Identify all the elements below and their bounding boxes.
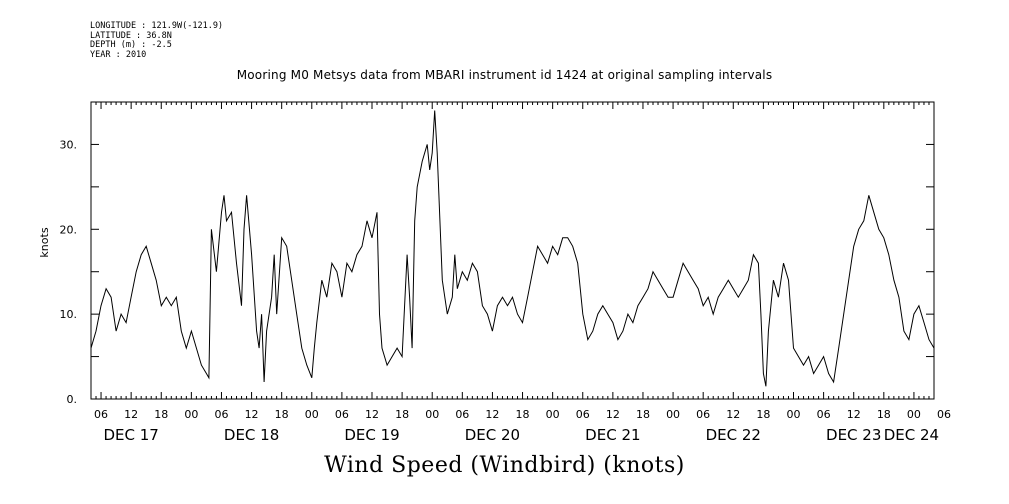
plot-frame: [90, 101, 935, 400]
x-tick-label: 06: [576, 408, 590, 421]
x-tick-label: 00: [184, 408, 198, 421]
depth-text: DEPTH (m) : -2.5: [90, 40, 172, 50]
y-tick-label: 0.: [67, 393, 78, 406]
x-tick-label: 18: [154, 408, 168, 421]
x-day-label: DEC 21: [585, 426, 640, 444]
x-tick-label: 00: [907, 408, 921, 421]
x-tick-label: 12: [726, 408, 740, 421]
x-day-label: DEC 19: [344, 426, 399, 444]
y-tick-label: 10.: [60, 308, 78, 321]
x-tick-label: 00: [787, 408, 801, 421]
x-tick-label: 12: [847, 408, 861, 421]
x-day-label: DEC 18: [224, 426, 279, 444]
x-tick-label: 06: [937, 408, 951, 421]
x-tick-label: 00: [666, 408, 680, 421]
y-tick-label: 20.: [60, 223, 78, 236]
metadata-block: LONGITUDE : 121.9W(-121.9) LATITUDE : 36…: [90, 21, 224, 60]
x-tick-label: 06: [455, 408, 469, 421]
x-tick-label: 12: [485, 408, 499, 421]
x-tick-label: 06: [696, 408, 710, 421]
y-axis-label: knots: [38, 227, 51, 257]
x-tick-label: 06: [335, 408, 349, 421]
y-tick-label: 30.: [60, 138, 78, 151]
x-axis-label: Wind Speed (Windbird) (knots): [324, 453, 685, 478]
x-tick-label: 06: [94, 408, 108, 421]
longitude-text: LONGITUDE : 121.9W(-121.9): [90, 21, 224, 31]
x-tick-label: 00: [425, 408, 439, 421]
x-day-label: DEC 20: [465, 426, 520, 444]
label-layer: 06 12 18 00 06 12 18 00 06 12 18 00 06 12 18 00 06 12 18 00…: [60, 138, 952, 444]
x-tick-label: 12: [365, 408, 379, 421]
x-tick-label: 12: [124, 408, 138, 421]
x-tick-label: 18: [877, 408, 891, 421]
x-day-label: DEC 24: [884, 426, 939, 444]
x-day-label: DEC 23: [826, 426, 881, 444]
x-tick-label: 06: [214, 408, 228, 421]
tick-layer: [90, 101, 935, 400]
x-tick-label: 12: [606, 408, 620, 421]
x-day-label: DEC 22: [706, 426, 761, 444]
x-tick-label: 18: [636, 408, 650, 421]
x-tick-label: 00: [305, 408, 319, 421]
x-tick-label: 06: [817, 408, 831, 421]
series-line-wind-speed: [90, 110, 935, 387]
latitude-text: LATITUDE : 36.8N: [90, 30, 172, 41]
x-day-label: DEC 17: [103, 426, 158, 444]
x-tick-label: 18: [275, 408, 289, 421]
x-tick-label: 18: [516, 408, 530, 421]
x-tick-label: 18: [395, 408, 409, 421]
year-text: YEAR : 2010: [90, 49, 147, 60]
x-tick-label: 18: [756, 408, 770, 421]
x-tick-label: 12: [245, 408, 259, 421]
x-tick-label: 00: [546, 408, 560, 421]
chart-title: Mooring M0 Metsys data from MBARI instru…: [236, 68, 773, 82]
